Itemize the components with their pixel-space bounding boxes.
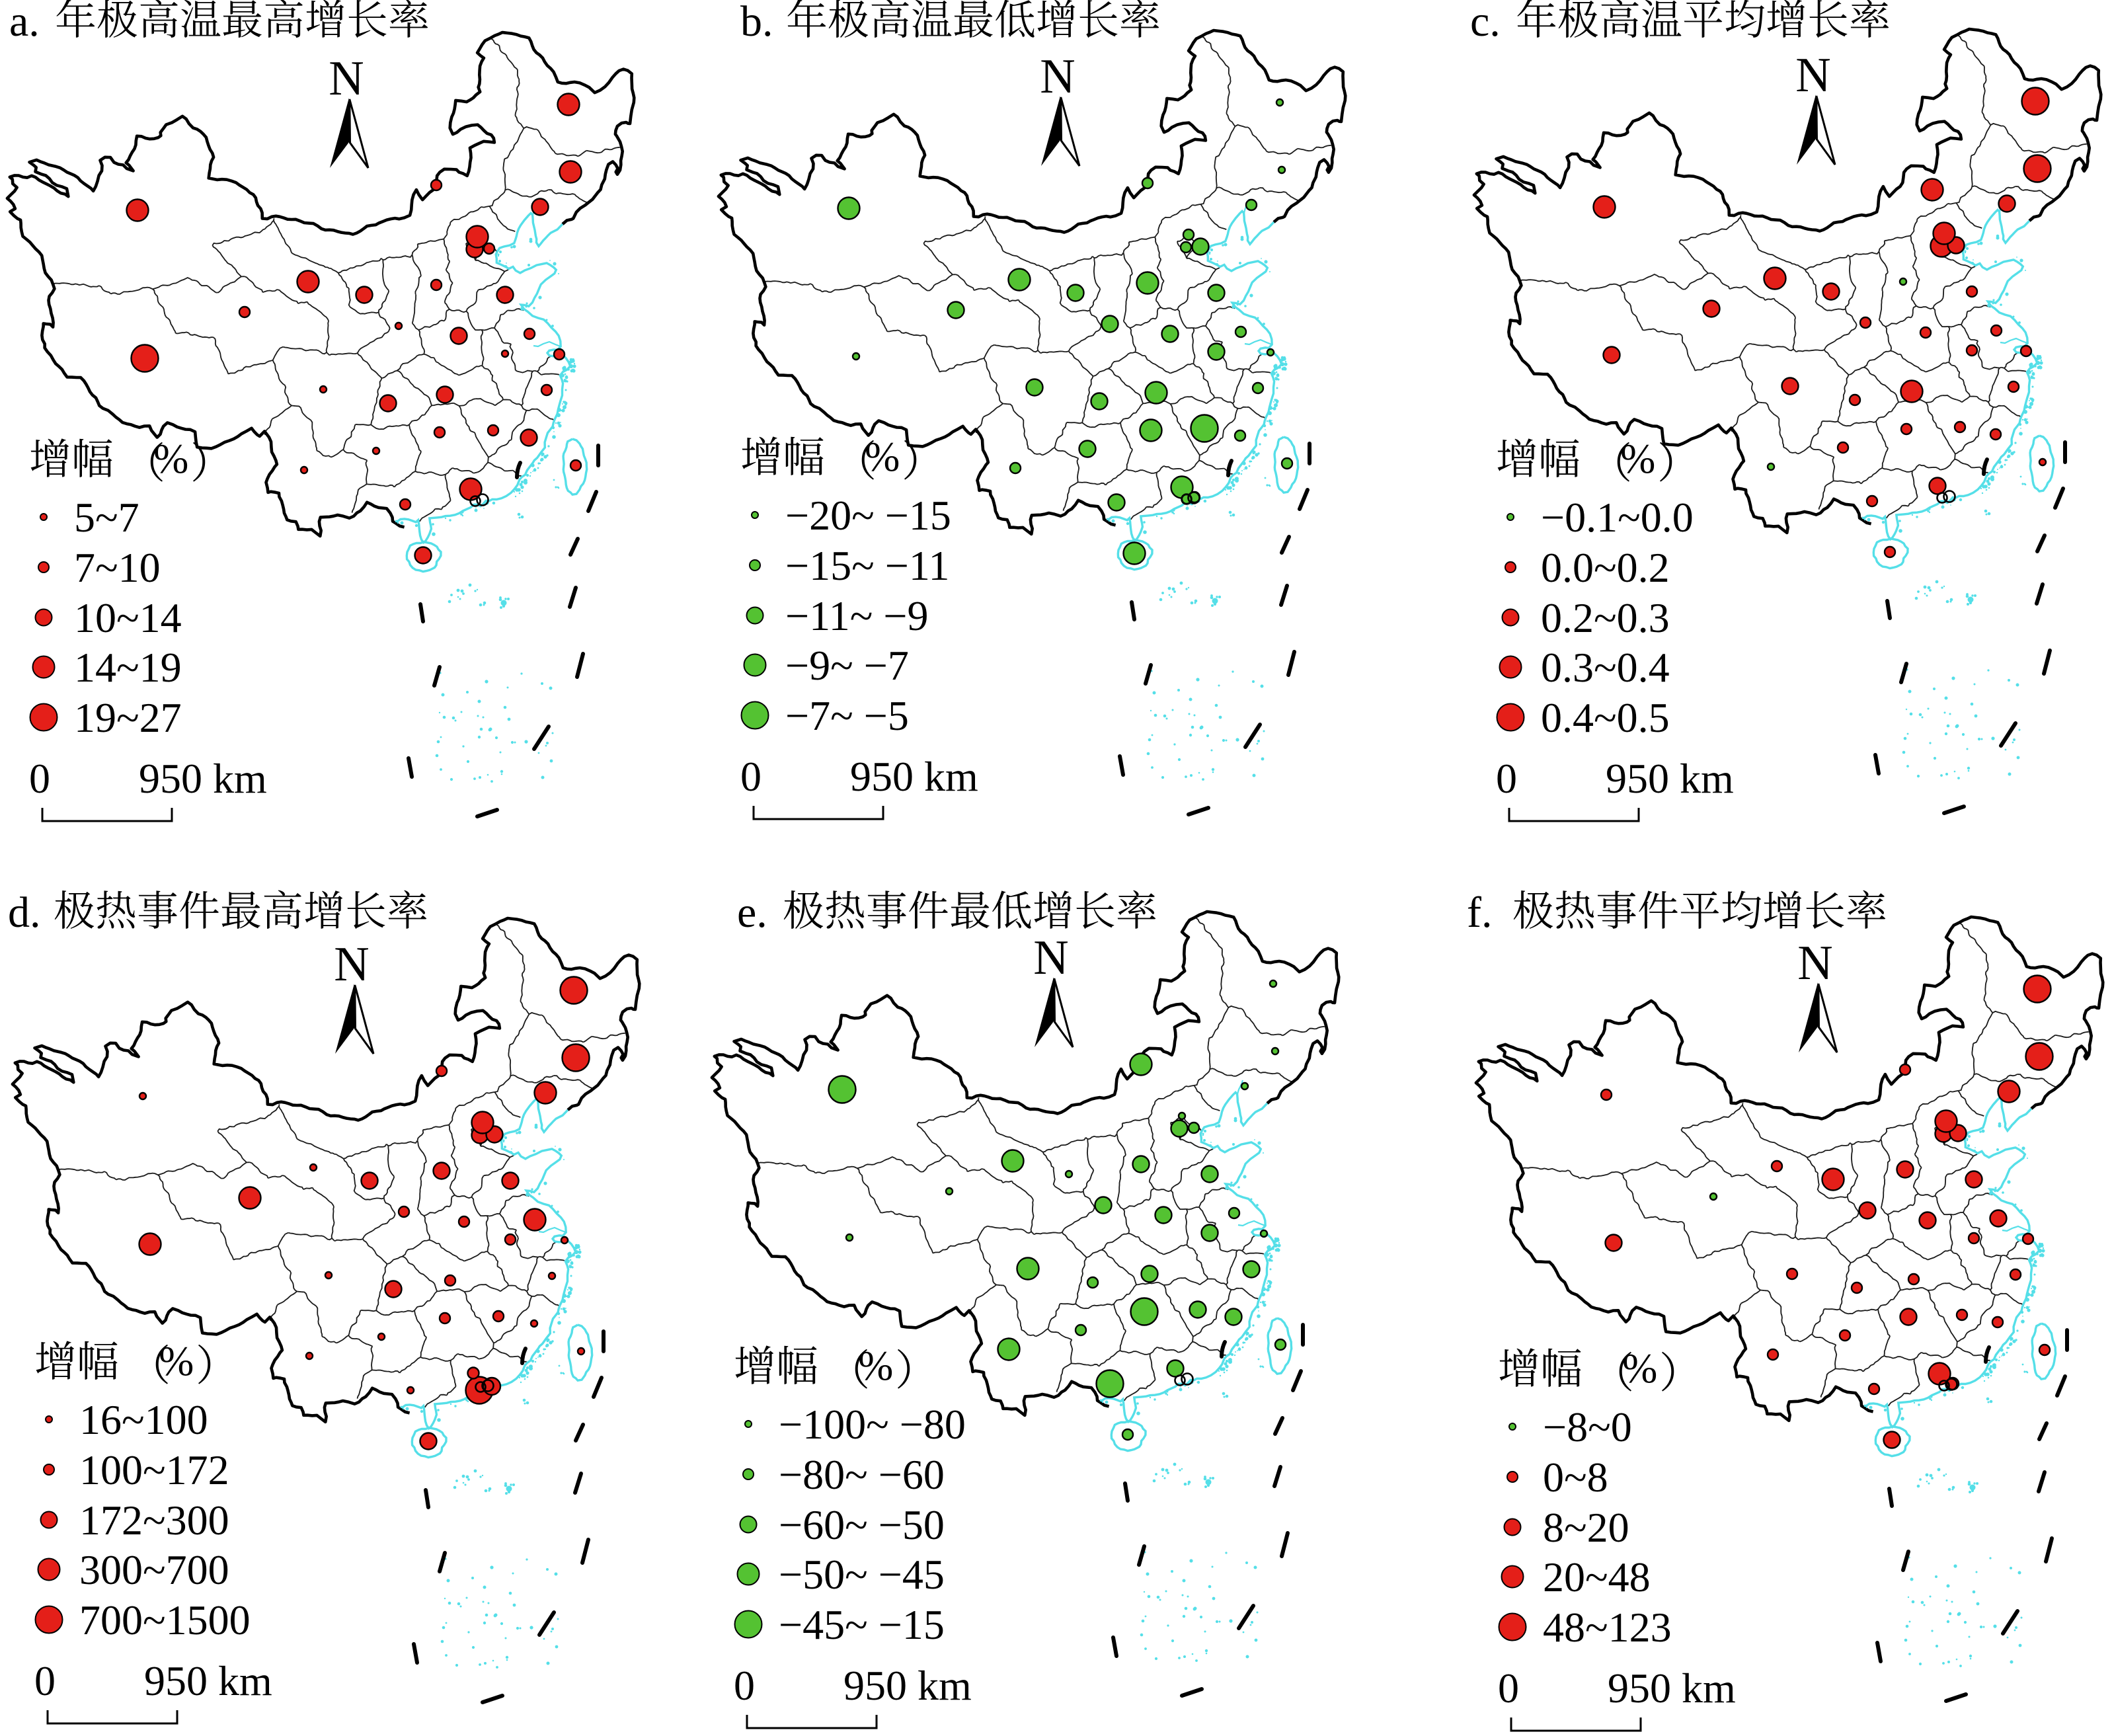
- svg-text:300~700: 300~700: [79, 1546, 229, 1593]
- svg-text:N: N: [329, 52, 364, 106]
- svg-text:%: %: [1620, 435, 1655, 482]
- svg-text:−7~ −5: −7~ −5: [785, 692, 909, 739]
- svg-text:950 km: 950 km: [843, 1662, 972, 1709]
- svg-text:0: 0: [29, 755, 50, 802]
- svg-text:%: %: [153, 435, 188, 482]
- svg-text:48~123: 48~123: [1543, 1604, 1672, 1651]
- svg-text:700~1500: 700~1500: [79, 1597, 251, 1643]
- svg-text:5~7: 5~7: [74, 494, 139, 541]
- svg-text:172~300: 172~300: [79, 1497, 229, 1544]
- svg-text:N: N: [334, 937, 369, 992]
- svg-text:−60~ −50: −60~ −50: [779, 1501, 945, 1548]
- svg-text:−9~ −7: −9~ −7: [785, 642, 909, 689]
- svg-text:0: 0: [1496, 755, 1517, 802]
- svg-text:0: 0: [740, 753, 762, 800]
- svg-text:−20~ −15: −20~ −15: [785, 492, 951, 539]
- svg-text:−15~ −11: −15~ −11: [785, 542, 949, 589]
- svg-text:N: N: [1797, 936, 1832, 990]
- svg-text:d.: d.: [8, 888, 41, 937]
- svg-text:−80~ −60: −80~ −60: [779, 1451, 945, 1498]
- svg-text:950 km: 950 km: [1606, 755, 1734, 802]
- svg-text:−8~0: −8~0: [1543, 1403, 1632, 1450]
- svg-text:−50~ −45: −50~ −45: [779, 1551, 945, 1598]
- svg-text:950 km: 950 km: [144, 1657, 272, 1704]
- svg-text:16~100: 16~100: [79, 1396, 208, 1443]
- svg-text:100~172: 100~172: [79, 1446, 229, 1493]
- svg-text:0.2~0.3: 0.2~0.3: [1541, 594, 1670, 641]
- svg-text:0.0~0.2: 0.0~0.2: [1541, 544, 1670, 591]
- svg-text:e.: e.: [737, 888, 767, 937]
- svg-text:950 km: 950 km: [850, 753, 978, 800]
- svg-text:14~19: 14~19: [74, 644, 182, 691]
- svg-text:−45~ −15: −45~ −15: [779, 1601, 945, 1648]
- svg-text:0.4~0.5: 0.4~0.5: [1541, 694, 1670, 741]
- svg-text:f.: f.: [1467, 888, 1492, 937]
- svg-text:%: %: [858, 1342, 893, 1389]
- svg-text:%: %: [865, 433, 900, 480]
- svg-text:0: 0: [34, 1657, 56, 1704]
- svg-text:0~8: 0~8: [1543, 1454, 1608, 1501]
- svg-text:N: N: [1040, 50, 1075, 104]
- svg-text:950 km: 950 km: [1608, 1665, 1736, 1712]
- svg-text:a.: a.: [9, 0, 40, 46]
- svg-text:10~14: 10~14: [74, 594, 182, 641]
- svg-text:7~10: 7~10: [74, 544, 161, 591]
- svg-text:b.: b.: [740, 0, 773, 46]
- svg-text:20~48: 20~48: [1543, 1554, 1651, 1600]
- svg-text:950 km: 950 km: [139, 755, 267, 802]
- svg-text:%: %: [159, 1337, 194, 1384]
- svg-text:−11~ −9: −11~ −9: [785, 592, 928, 639]
- svg-text:N: N: [1795, 48, 1830, 102]
- svg-text:−100~ −80: −100~ −80: [779, 1401, 966, 1448]
- svg-text:%: %: [1622, 1345, 1657, 1392]
- svg-text:8~20: 8~20: [1543, 1504, 1629, 1551]
- svg-text:c.: c.: [1470, 0, 1501, 46]
- svg-text:0.3~0.4: 0.3~0.4: [1541, 644, 1670, 691]
- svg-text:0: 0: [1498, 1665, 1519, 1712]
- svg-text:19~27: 19~27: [74, 694, 182, 741]
- svg-text:0: 0: [734, 1662, 755, 1709]
- svg-text:−0.1~0.0: −0.1~0.0: [1541, 494, 1694, 541]
- svg-text:N: N: [1033, 931, 1068, 985]
